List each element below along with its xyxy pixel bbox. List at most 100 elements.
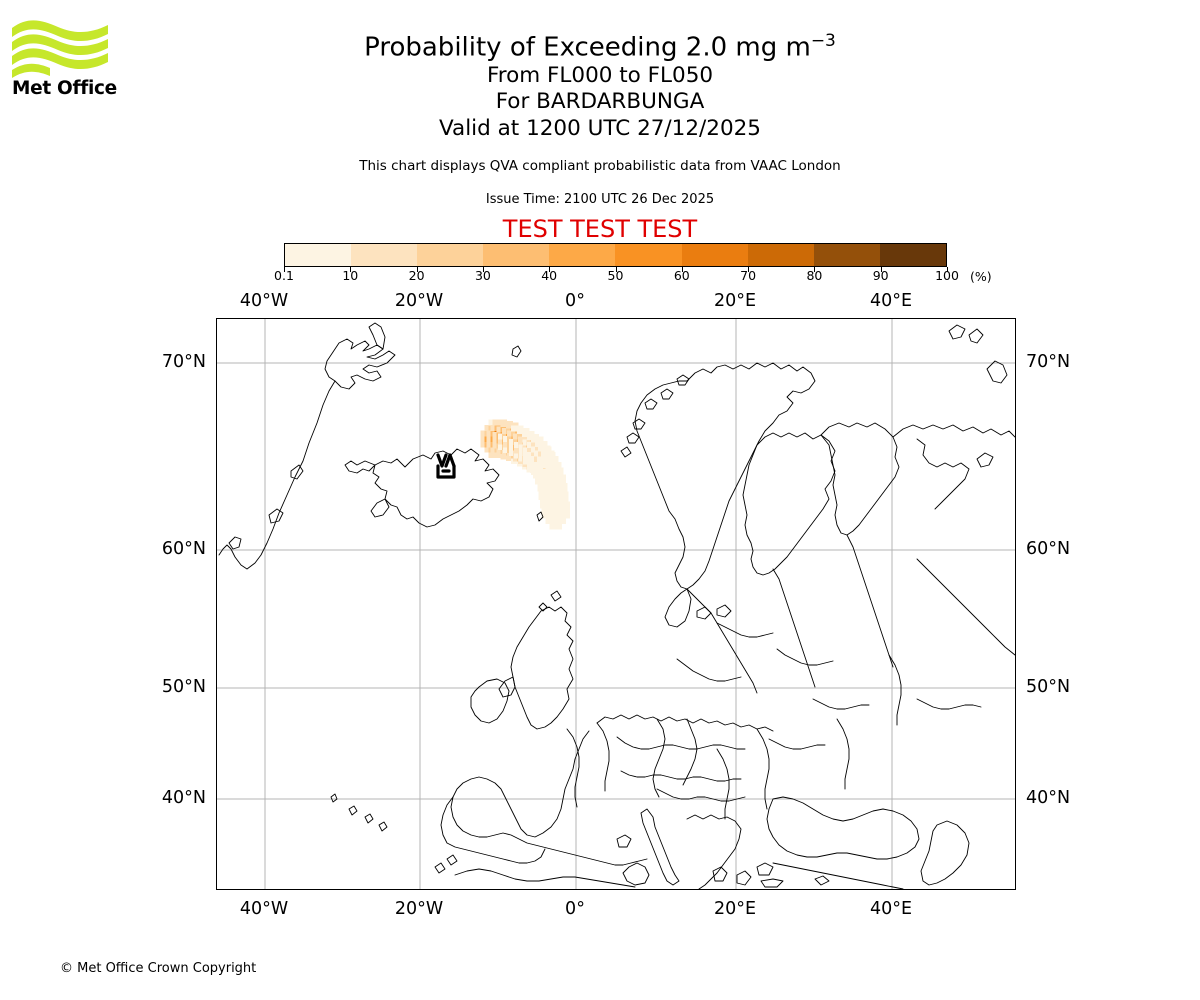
- plume-cell: [513, 434, 518, 440]
- lon-label-top-20°W: 20°W: [395, 290, 443, 312]
- colorbar-tick-label-90: 90: [873, 268, 889, 284]
- plume-cell: [550, 518, 555, 524]
- plume-cell: [542, 507, 547, 513]
- plume-cell: [539, 483, 544, 489]
- plume-cell: [550, 502, 555, 508]
- plume-cell: [558, 523, 563, 529]
- plume-cell: [558, 502, 563, 508]
- plume-cell: [562, 507, 567, 513]
- volcano-marker-icon: [438, 455, 454, 477]
- plume-cell: [543, 478, 548, 484]
- colorbar-segment-5: [615, 244, 681, 266]
- plume-cell: [539, 462, 544, 468]
- plume-cell: [487, 430, 492, 436]
- plume-cell: [481, 436, 486, 442]
- colorbar-tick-label-100: 100: [935, 268, 959, 284]
- plume-cell: [481, 430, 486, 436]
- plume-cell: [554, 507, 559, 513]
- plume-cell: [485, 447, 490, 453]
- plume-cell: [527, 442, 532, 448]
- plume-cell: [545, 464, 550, 470]
- lon-label-bottom-40°W: 40°W: [240, 898, 288, 920]
- colorbar-tick-label-0.1: 0.1: [274, 268, 294, 284]
- colorbar-segment-1: [351, 244, 417, 266]
- lon-label-top-0°: 0°: [565, 290, 585, 312]
- plume-cell: [514, 453, 519, 459]
- lon-label-bottom-20°W: 20°W: [395, 898, 443, 920]
- plume-cell: [498, 439, 503, 445]
- lon-label-top-40°E: 40°E: [870, 290, 912, 312]
- plume-cell: [533, 462, 538, 468]
- plume-cell: [537, 456, 542, 462]
- plume-cell: [489, 420, 494, 426]
- lat-label-right-50°N: 50°N: [1026, 676, 1070, 698]
- plume-cell: [552, 481, 557, 487]
- lat-label-left-70°N: 70°N: [138, 351, 206, 373]
- coastlines-and-borders: [219, 323, 1015, 889]
- plume-cell: [538, 445, 543, 451]
- met-office-logo: Met Office: [12, 18, 112, 113]
- plume-cell: [496, 426, 501, 432]
- colorbar-gradient: [284, 243, 947, 267]
- plume-cell: [551, 472, 556, 478]
- plume-cell: [547, 457, 552, 463]
- colorbar-tick-label-20: 20: [409, 268, 425, 284]
- plume-cell: [543, 457, 548, 463]
- plume-cell: [562, 496, 567, 502]
- plume-cell: [550, 491, 555, 497]
- plume-cell: [558, 518, 563, 524]
- plume-cell: [545, 451, 550, 457]
- plume-cell: [498, 433, 503, 439]
- plume-cell: [555, 472, 560, 478]
- plume-cell: [542, 445, 547, 451]
- colorbar-segment-3: [483, 244, 549, 266]
- plume-cell: [546, 518, 551, 524]
- lon-label-bottom-20°E: 20°E: [714, 898, 756, 920]
- plume-cell: [491, 425, 496, 431]
- map-canvas: [217, 319, 1015, 889]
- plume-cell: [492, 437, 497, 443]
- plume-cell: [514, 447, 519, 453]
- colorbar-tick-label-40: 40: [541, 268, 557, 284]
- plume-cell: [546, 502, 551, 508]
- plume-cell: [503, 442, 508, 448]
- plume-cell: [541, 469, 546, 475]
- plume-cell: [523, 448, 528, 454]
- plume-cell: [554, 496, 559, 502]
- plume-cell: [487, 436, 492, 442]
- plume-cell: [540, 492, 545, 498]
- plume-cell: [535, 467, 540, 473]
- lat-label-left-50°N: 50°N: [138, 676, 206, 698]
- plume-cell: [541, 451, 546, 457]
- plume-cell: [500, 421, 505, 427]
- plume-cell: [498, 444, 503, 450]
- plume-cell: [517, 428, 522, 434]
- plume-cell: [537, 475, 542, 481]
- plume-cell: [549, 464, 554, 470]
- lat-label-right-40°N: 40°N: [1026, 787, 1070, 809]
- lon-label-top-40°W: 40°W: [240, 290, 288, 312]
- colorbar-units-label: (%): [970, 269, 992, 285]
- plume-cell: [487, 441, 492, 447]
- met-office-logo-text: Met Office: [12, 78, 117, 99]
- plume-cell: [503, 447, 508, 453]
- plume-cell: [534, 451, 539, 457]
- plume-cell: [531, 437, 536, 443]
- plume-cell: [526, 434, 531, 440]
- plume-cell: [485, 425, 490, 431]
- plume-cell: [518, 445, 523, 451]
- colorbar-segment-6: [682, 244, 748, 266]
- plume-cell: [554, 502, 559, 508]
- plume-cell: [522, 439, 527, 445]
- plume-cell: [554, 491, 559, 497]
- plume-cell: [506, 422, 511, 428]
- colorbar-tick-labels: 0.1 10 20 30 40 50 60 70 80 90 100: [0, 268, 1200, 286]
- plume-cell: [530, 456, 535, 462]
- colorbar-segment-7: [748, 244, 814, 266]
- plume-cell: [562, 513, 567, 519]
- plume-cell: [566, 513, 571, 519]
- plume-cell: [550, 507, 555, 513]
- plume-cell: [509, 444, 514, 450]
- plume-cell: [546, 496, 551, 502]
- map-plot-area[interactable]: [216, 318, 1016, 890]
